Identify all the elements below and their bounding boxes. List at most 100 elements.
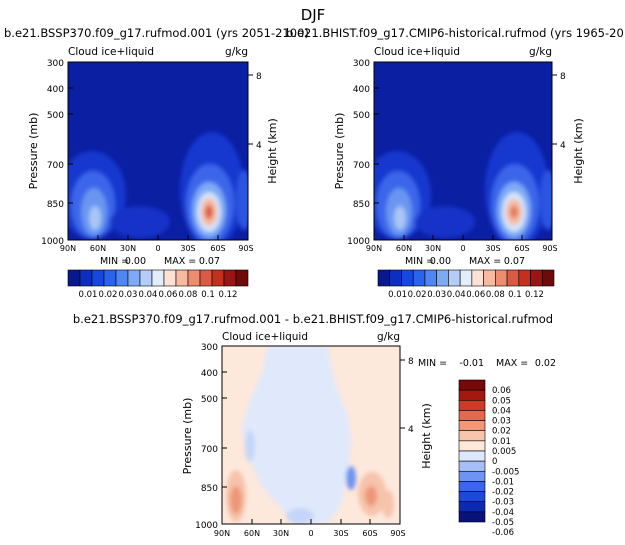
- max-value: 0.02: [535, 358, 556, 369]
- min-value: 0.00: [125, 256, 146, 267]
- x-tick-label: 90S: [542, 244, 557, 253]
- colorbar-tick-label: 0.01: [388, 290, 407, 300]
- panel-historical: b.e21.BHIST.f09_g17.CMIP6-historical.ruf…: [286, 26, 625, 300]
- panel-difference-contours: [222, 346, 400, 524]
- panel-future: b.e21.BSSP370.f09_g17.rufmod.001 (yrs 20…: [4, 26, 309, 300]
- colorbar-tick-label: -0.05: [492, 518, 514, 528]
- colorbar-tick-label: 0.03: [492, 417, 511, 427]
- panel-future-contours: [68, 62, 248, 240]
- colorbar-swatch: [541, 269, 555, 287]
- colorbar-swatch: [175, 269, 189, 287]
- colorbar-tick-label: 0.05: [492, 396, 511, 406]
- y-tick-label: 850: [47, 200, 64, 210]
- y-axis-label: Pressure (mb): [181, 398, 194, 475]
- colorbar-tick-label: 0: [492, 457, 497, 467]
- colorbar-swatch: [471, 269, 484, 287]
- colorbar-swatch: [458, 440, 486, 452]
- panel-future-variable: Cloud ice+liquid: [68, 46, 154, 58]
- colorbar-swatch: [458, 430, 486, 442]
- y-tick-label: 850: [353, 200, 370, 210]
- y-tick-label: 500: [201, 395, 218, 405]
- colorbar-swatch: [163, 269, 177, 287]
- y-tick-label: 300: [201, 343, 218, 353]
- colorbar-swatch: [67, 269, 81, 287]
- colorbar-swatch: [458, 389, 486, 401]
- min-label: MIN =: [418, 358, 447, 369]
- panel-historical-title: b.e21.BHIST.f09_g17.CMIP6-historical.ruf…: [286, 26, 625, 40]
- colorbar-swatch: [483, 269, 496, 287]
- height-axis-label: Height (km): [420, 403, 433, 469]
- colorbar-tick-label: 0.04: [492, 406, 511, 416]
- y-tick-label: 1000: [347, 237, 370, 247]
- x-tick-label: 0: [308, 529, 313, 538]
- colorbar-swatch: [211, 269, 225, 287]
- colorbar-tick-label: 0.03: [119, 290, 138, 300]
- x-tick-label: 0: [155, 244, 160, 253]
- colorbar-tick-label: -0.01: [492, 477, 514, 487]
- min-label: MIN =: [100, 256, 129, 267]
- panel-difference-right-axis: 8 4 Height (km): [400, 357, 433, 469]
- panel-future-x-axis: 90N 60N 30N 0 30S 60S 90S: [60, 235, 254, 253]
- colorbar-tick-label: 0.02: [99, 290, 118, 300]
- panel-difference-colorbar: 0.060.050.040.030.020.010.0050-0.005-0.0…: [458, 379, 519, 538]
- colorbar-tick-label: 0.04: [139, 290, 158, 300]
- colorbar-swatch: [458, 481, 486, 492]
- height-tick-label: 8: [408, 357, 414, 367]
- y-axis-label: Pressure (mb): [27, 113, 40, 190]
- colorbar-tick-label: 0.12: [219, 290, 238, 300]
- colorbar-swatch: [424, 269, 437, 287]
- y-tick-label: 700: [201, 445, 218, 455]
- height-axis-label: Height (km): [266, 118, 279, 184]
- colorbar-swatch: [151, 269, 165, 287]
- colorbar-tick-label: 0.06: [466, 290, 485, 300]
- panel-future-right-axis: 8 4 Height (km): [248, 72, 279, 184]
- colorbar-tick-label: 0.04: [447, 290, 466, 300]
- x-tick-label: 60S: [514, 244, 529, 253]
- colorbar-swatch: [458, 491, 486, 503]
- colorbar-tick-label: 0.02: [492, 427, 511, 437]
- colorbar-tick-label: -0.005: [492, 467, 519, 477]
- panel-difference-units: g/kg: [377, 331, 400, 343]
- colorbar-swatch: [458, 450, 486, 462]
- panel-future-title: b.e21.BSSP370.f09_g17.rufmod.001 (yrs 20…: [4, 26, 309, 40]
- x-tick-label: 0: [460, 244, 465, 253]
- y-tick-label: 700: [47, 161, 64, 171]
- y-tick-label: 300: [47, 59, 64, 69]
- colorbar-tick-label: -0.03: [492, 498, 514, 508]
- colorbar-swatch: [223, 269, 237, 287]
- height-tick-label: 8: [560, 72, 566, 82]
- y-tick-label: 500: [353, 111, 370, 121]
- colorbar-swatch: [458, 399, 486, 411]
- colorbar-swatch: [412, 269, 426, 287]
- colorbar-swatch: [115, 269, 129, 287]
- y-tick-label: 400: [47, 85, 64, 95]
- colorbar-swatch: [506, 269, 520, 287]
- panel-historical-x-axis: 90N 60N 30N 0 30S 60S 90S: [366, 235, 558, 253]
- height-tick-label: 4: [256, 141, 262, 151]
- x-tick-label: 90N: [60, 244, 76, 253]
- colorbar-tick-label: 0.1: [201, 290, 215, 300]
- height-tick-label: 8: [256, 72, 262, 82]
- max-value: 0.07: [504, 256, 525, 267]
- y-tick-label: 400: [201, 369, 218, 379]
- max-value: 0.07: [199, 256, 220, 267]
- colorbar-swatch: [458, 460, 486, 472]
- panel-historical-y-axis: 300 400 500 700 850 1000 Pressure (mb): [333, 59, 379, 247]
- x-tick-label: 90N: [214, 529, 230, 538]
- x-tick-label: 60N: [396, 244, 412, 253]
- x-tick-label: 30N: [425, 244, 441, 253]
- x-tick-label: 30S: [333, 529, 348, 538]
- y-tick-label: 500: [47, 111, 64, 121]
- colorbar-swatch: [79, 269, 93, 287]
- x-tick-label: 30N: [273, 529, 289, 538]
- min-value: -0.01: [459, 358, 484, 369]
- panel-historical-colorbar: 0.01 0.02 0.03 0.04 0.06 0.08 0.1 0.12: [377, 269, 555, 300]
- min-value: 0.00: [430, 256, 451, 267]
- height-tick-label: 4: [408, 425, 414, 435]
- colorbar-swatch: [518, 269, 531, 287]
- panel-future-y-axis: 300 400 500 700 850 1000 Pressure (mb): [27, 59, 73, 247]
- colorbar-swatch: [458, 379, 486, 391]
- colorbar-swatch: [458, 420, 486, 432]
- panel-historical-right-axis: 8 4 Height (km): [552, 72, 585, 184]
